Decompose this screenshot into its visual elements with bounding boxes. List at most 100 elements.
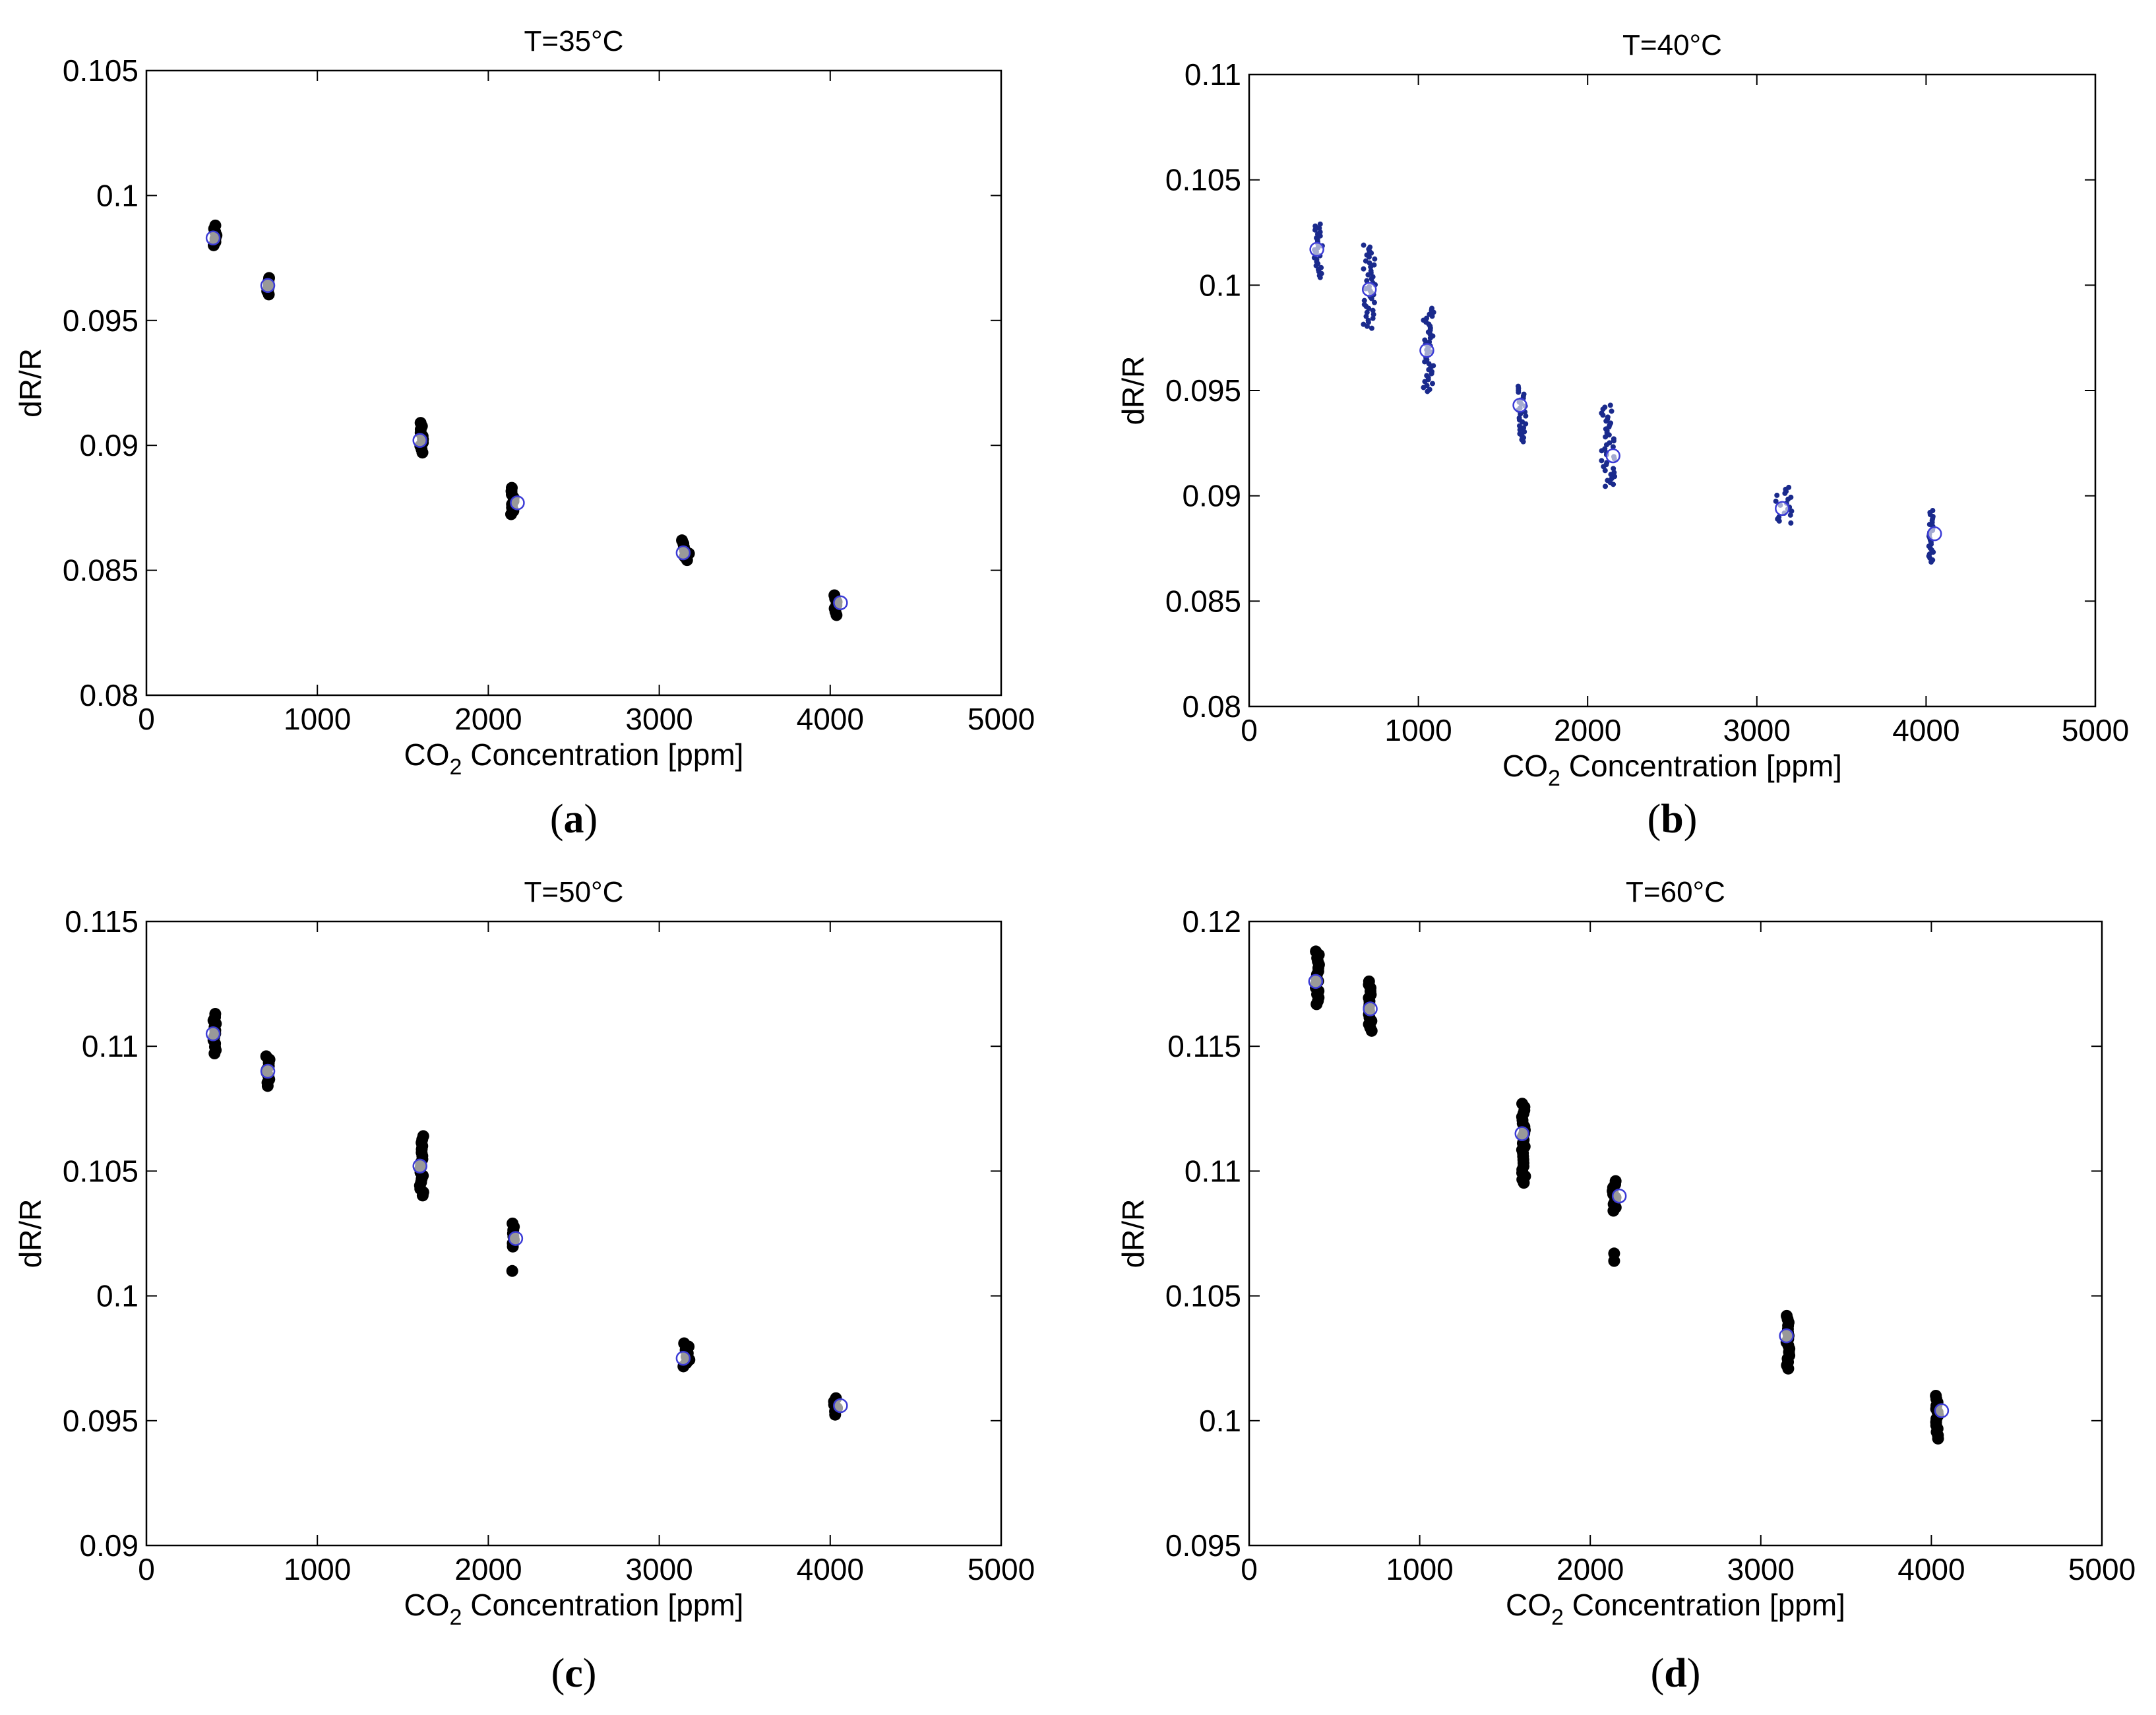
data-point	[1429, 381, 1435, 387]
data-point	[1429, 313, 1435, 319]
data-point	[1611, 482, 1617, 487]
data-point	[1365, 319, 1371, 325]
x-tick-label: 2000	[1554, 713, 1621, 747]
data-point	[416, 447, 429, 459]
data-point	[1608, 1247, 1620, 1260]
data-point	[1365, 272, 1371, 278]
chart-panel-d: 0 1000 2000 3000 4000 5000 0.095 0.1 0.105 0.11 0.…	[1116, 876, 2136, 1696]
y-tick-label: 0.08	[1182, 689, 1241, 724]
data-point	[1369, 296, 1374, 301]
plot-area	[145, 920, 1002, 1547]
data-point	[261, 1080, 274, 1092]
mean-point	[1309, 241, 1324, 257]
data-point	[1522, 429, 1527, 435]
subfigure-label: (b)	[1648, 797, 1698, 842]
data-point	[830, 609, 843, 621]
x-tick-label: 3000	[1723, 713, 1791, 747]
y-tick-label: 0.1	[96, 1279, 139, 1313]
y-tick-label: 0.08	[79, 678, 139, 712]
data-point	[1523, 421, 1529, 427]
x-tick-label: 5000	[2068, 1552, 2136, 1586]
data-point	[1610, 444, 1616, 450]
y-tick-label: 0.105	[63, 1154, 139, 1188]
data-point	[1602, 468, 1608, 474]
data-point	[1599, 458, 1605, 464]
data-point	[1369, 325, 1374, 331]
y-tick-label: 0.09	[79, 428, 139, 462]
x-tick-label: 1000	[1384, 713, 1452, 747]
data-point	[1607, 402, 1613, 408]
data-point	[1523, 413, 1529, 419]
x-tick-label: 1000	[284, 702, 351, 736]
x-tick-label: 4000	[797, 702, 864, 736]
mean-point	[1605, 448, 1620, 464]
data-point	[1601, 464, 1607, 470]
y-axis-label: dR/R	[1116, 356, 1150, 425]
mean-point	[510, 495, 525, 511]
mean-point	[260, 1063, 276, 1079]
data-point	[1932, 1432, 1944, 1445]
chart-panel-c: 0 1000 2000 3000 4000 5000 0.09 0.095 0.1 0.105 0.…	[13, 876, 1035, 1696]
subfigure-label: (d)	[1651, 1651, 1701, 1696]
data-point	[506, 1264, 518, 1277]
x-tick-label: 5000	[968, 702, 1035, 736]
data-point	[1367, 260, 1372, 266]
x-tick-label: 0	[1241, 1552, 1258, 1586]
x-tick-label: 2000	[454, 702, 522, 736]
mean-point	[1361, 282, 1377, 297]
x-tick-label: 5000	[2062, 713, 2129, 747]
y-tick-label: 0.09	[79, 1528, 139, 1563]
chart-title: T=50°C	[524, 876, 624, 908]
mean-point	[412, 1158, 427, 1174]
data-point	[1372, 256, 1378, 262]
x-axis-label: CO2 Concentration [ppm]	[1502, 749, 1842, 791]
y-tick-label: 0.095	[63, 1404, 139, 1438]
data-point	[1609, 476, 1615, 482]
data-point	[1364, 309, 1370, 315]
data-point	[1600, 412, 1606, 418]
data-point	[1421, 385, 1427, 390]
data-point	[1312, 227, 1318, 233]
mean-point	[1775, 501, 1790, 516]
data-point	[1369, 276, 1374, 282]
mean-point	[412, 433, 427, 448]
data-point	[1603, 418, 1609, 424]
y-axis-label: dR/R	[13, 348, 47, 418]
data-point	[1431, 309, 1436, 315]
y-tick-label: 0.105	[1165, 163, 1241, 197]
mean-point	[675, 1350, 691, 1366]
data-point	[1365, 1024, 1378, 1037]
mean-point	[1934, 1403, 1950, 1418]
data-point	[1516, 389, 1522, 395]
x-axis-label: CO2 Concentration [ppm]	[1506, 1588, 1845, 1630]
x-tick-label: 1000	[1386, 1552, 1453, 1586]
mean-point	[1308, 974, 1324, 989]
x-tick-label: 4000	[1892, 713, 1959, 747]
data-point	[1364, 323, 1370, 329]
data-point	[1371, 299, 1377, 305]
y-tick-label: 0.12	[1182, 904, 1241, 939]
data-point	[1776, 518, 1782, 524]
x-tick-label: 0	[138, 1552, 155, 1586]
y-tick-label: 0.1	[1199, 268, 1241, 302]
data-point	[416, 1189, 429, 1202]
x-tick-label: 3000	[625, 702, 693, 736]
y-tick-label: 0.115	[65, 904, 139, 939]
y-tick-label: 0.115	[1167, 1029, 1241, 1063]
mean-point	[833, 1398, 848, 1414]
mean-point	[1926, 526, 1942, 542]
data-point	[1317, 274, 1323, 280]
chart-title: T=60°C	[1626, 876, 1725, 908]
data-point	[1782, 1362, 1795, 1375]
y-tick-label: 0.105	[63, 53, 139, 88]
data-point	[1422, 359, 1428, 365]
data-point	[1361, 266, 1367, 272]
y-tick-label: 0.095	[63, 303, 139, 338]
data-point	[1317, 221, 1323, 227]
chart-title: T=40°C	[1622, 29, 1722, 61]
mean-point	[205, 230, 221, 246]
data-point	[1366, 254, 1372, 260]
data-point	[1774, 492, 1780, 498]
data-point	[1611, 466, 1617, 472]
